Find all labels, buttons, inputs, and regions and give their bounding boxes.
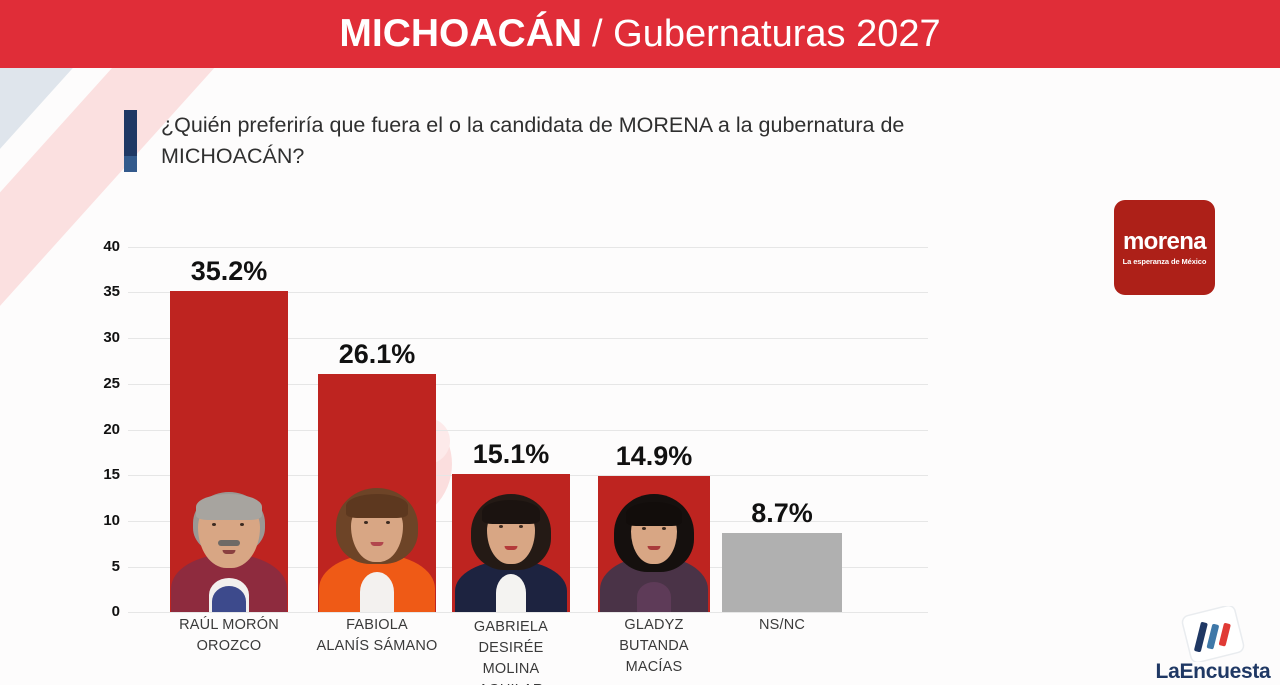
gridline [128,247,928,248]
bar-category-line: GABRIELA [473,619,549,635]
bar-category-line: GLADYZ [624,617,684,633]
bar-value-label: 15.1% [472,439,550,469]
bar-category-line: BUTANDA [619,638,689,654]
question-marker-icon [124,110,137,172]
laencuesta-logo: LaEncuesta [1150,606,1276,684]
bar-group: 15.1% GABRIELA DESIRÉE MOLINA AGUILAR [452,0,570,685]
bar-category-line: DESIRÉE [478,640,544,656]
page-title-subject: / Gubernaturas 2027 [592,13,941,55]
bar-rect[interactable] [318,374,436,612]
bar-group: 35.2% RAÚL MORÓN OROZCO [170,0,288,685]
morena-tagline: La esperanza de México [1122,256,1207,266]
gridline [128,612,928,613]
portrait-gladyz-butanda-macias [598,476,710,612]
bar-rect[interactable] [722,533,842,612]
y-axis-tick: 15 [103,466,120,483]
gridline [128,384,928,385]
portrait-gabriela-desiree-molina [452,474,570,612]
laencuesta-mark-icon [1181,606,1245,662]
bar-category-line: MOLINA [482,661,540,677]
y-axis-tick: 25 [103,375,120,392]
bar-group: 8.7% NS/NC [722,0,842,685]
page-title-state: MICHOACÁN [339,12,583,55]
portrait-raul-moron-orozco [170,291,288,612]
question-text: ¿Quién preferiría que fuera el o la cand… [161,113,905,168]
bar-group: 14.9% GLADYZ BUTANDA MACÍAS [598,0,710,685]
bar-value-label: 8.7% [751,498,813,528]
gridline [128,292,928,293]
portrait-fabiola-alanis-samano [318,374,436,612]
y-axis-tick: 0 [111,603,120,620]
bar-category-line: NS/NC [758,617,806,633]
laencuesta-wordmark: LaEncuesta [1155,660,1271,683]
bar-category-line-clipped: AGUILAR [430,680,592,685]
bar-value-label: 26.1% [338,339,416,369]
bar-category-line: MACÍAS [625,659,683,675]
bar-category-label: GLADYZ BUTANDA MACÍAS [576,615,732,678]
bar-category-line: ALANÍS SÁMANO [316,638,438,654]
header-banner: MICHOACÁN / Gubernaturas 2027 [0,0,1280,68]
bar-category-line: OROZCO [196,638,262,654]
y-axis-tick: 10 [103,512,120,529]
gridline [128,430,928,431]
bar-rect[interactable] [452,474,570,612]
bar-category-label: NS/NC [700,615,864,636]
y-axis-tick: 40 [103,238,120,255]
y-axis-tick: 30 [103,329,120,346]
y-axis-tick: 20 [103,421,120,438]
morena-logo: morena La esperanza de México [1114,200,1215,295]
morena-wordmark: morena [1122,227,1207,255]
bar-category-line: RAÚL MORÓN [179,617,279,633]
gridline [128,338,928,339]
question-block: ¿Quién preferiría que fuera el o la cand… [124,110,951,172]
bar-value-label: 14.9% [615,441,693,471]
bar-rect[interactable] [170,291,288,612]
bar-category-label: RAÚL MORÓN OROZCO [148,615,310,657]
bar-category-line: FABIOLA [346,617,408,633]
bar-rect[interactable] [598,476,710,612]
y-axis-tick: 5 [111,558,120,575]
y-axis-tick: 35 [103,283,120,300]
bar-value-label: 35.2% [190,256,268,286]
bar-category-label: GABRIELA DESIRÉE MOLINA AGUILAR [430,617,592,685]
bar-group: 26.1% FABIOLA ALANÍS SÁMANO [316,0,437,685]
bar-category-label: FABIOLA ALANÍS SÁMANO [296,615,458,657]
